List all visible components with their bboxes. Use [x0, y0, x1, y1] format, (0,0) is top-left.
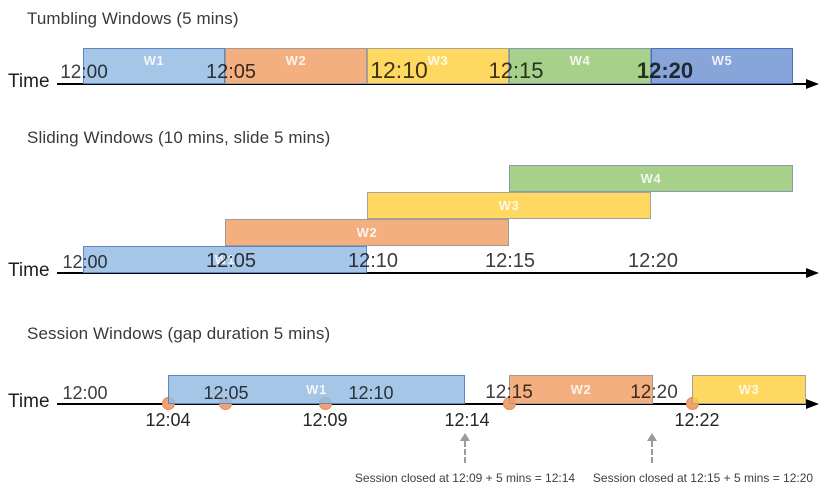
axis-tick: 12:15: [485, 382, 533, 403]
window-label-w1: W1: [214, 252, 236, 267]
window-label-w1: W1: [306, 382, 327, 397]
annotation-arrow-head-icon: [647, 433, 657, 441]
time-axis-label: Time: [8, 260, 50, 281]
axis-tick: 12:15: [484, 250, 536, 272]
axis-tick: 12:10: [348, 383, 394, 403]
axis-tick: 12:20: [636, 58, 694, 83]
window-label-w3: W3: [498, 198, 520, 213]
window-bar-w3: W3: [367, 192, 651, 219]
window-bar-w4: W4: [509, 48, 651, 84]
window-label-w2: W2: [570, 382, 592, 397]
window-bar-w5: W5: [651, 48, 793, 84]
section-title-session-windows: Session Windows (gap duration 5 mins): [27, 324, 331, 343]
event-time-label: 12:09: [302, 410, 348, 430]
window-label-w3: W3: [738, 382, 760, 397]
window-label-w4: W4: [569, 53, 591, 68]
time-axis-label: Time: [8, 391, 50, 412]
axis-tick: 12:10: [370, 57, 428, 83]
window-bar-w2: W2: [225, 219, 509, 246]
window-label-w2: W2: [285, 53, 307, 68]
annotation-arrow-line: [651, 441, 653, 463]
window-bar-w2: W2: [225, 48, 367, 84]
window-label-w1: W1: [143, 53, 165, 68]
axis-tick: 12:00: [62, 383, 108, 403]
axis-tick: 12:05: [205, 250, 257, 272]
window-bar-w3: W3: [692, 375, 806, 404]
time-axis-label: Time: [8, 71, 50, 92]
axis-tick: 12:10: [347, 250, 399, 272]
window-label-w4: W4: [640, 171, 662, 186]
time-axis-line: [57, 83, 810, 85]
window-label-w3: W3: [427, 53, 449, 68]
event-time-label: 12:04: [145, 410, 191, 430]
axis-arrowhead-icon: [806, 268, 819, 278]
time-axis-line: [57, 272, 810, 274]
axis-tick: 12:00: [60, 62, 108, 83]
axis-arrowhead-icon: [806, 399, 819, 409]
annotation-arrow-line: [464, 441, 466, 463]
window-bar-w4: W4: [509, 165, 793, 192]
window-bar-w2: W2: [509, 375, 653, 404]
event-time-label: 12:22: [674, 410, 720, 430]
window-bar-w3: W3: [367, 48, 509, 84]
window-bar-w1: W1: [168, 375, 465, 404]
window-label-w2: W2: [356, 225, 378, 240]
time-axis-line: [57, 403, 810, 405]
axis-arrowhead-icon: [806, 79, 819, 89]
window-bar-w1: W1: [83, 246, 367, 273]
annotation-arrow-head-icon: [460, 433, 470, 441]
section-title-sliding-windows: Sliding Windows (10 mins, slide 5 mins): [27, 128, 331, 147]
axis-tick: 12:05: [203, 383, 249, 403]
annotation-text: Session closed at 12:09 + 5 mins = 12:14: [354, 471, 576, 485]
window-bar-w1: W1: [83, 48, 225, 84]
axis-tick: 12:15: [488, 58, 544, 83]
axis-tick: 12:00: [62, 252, 108, 272]
axis-tick: 12:20: [627, 250, 679, 272]
window-label-w5: W5: [711, 53, 733, 68]
section-title-tumbling-windows: Tumbling Windows (5 mins): [27, 9, 239, 28]
axis-tick: 12:05: [205, 61, 257, 83]
event-time-label: 12:14: [444, 410, 490, 430]
axis-tick: 12:20: [630, 382, 678, 403]
annotation-text: Session closed at 12:15 + 5 mins = 12:20: [592, 471, 814, 485]
